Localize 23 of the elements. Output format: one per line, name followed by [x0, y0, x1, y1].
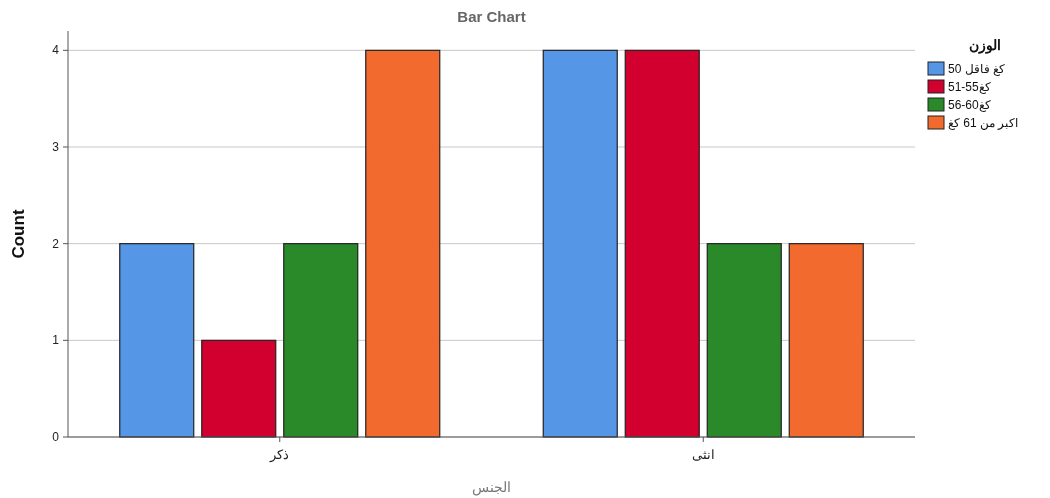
bar	[283, 243, 359, 438]
y-axis-title: Count	[9, 209, 28, 259]
bar	[788, 243, 864, 438]
x-tick-label: ذكر	[269, 447, 290, 463]
y-tick-label: 0	[52, 430, 60, 444]
bar	[365, 49, 441, 438]
x-axis-title: الجنس	[472, 479, 511, 496]
bar	[119, 243, 195, 438]
bar	[542, 49, 618, 438]
chart-title: Bar Chart	[457, 8, 526, 25]
y-tick-label: 1	[52, 333, 60, 348]
bar	[201, 339, 277, 438]
y-tick-label: 2	[52, 236, 60, 251]
legend-label: 51-55كغ	[948, 80, 991, 94]
y-tick-label: 3	[52, 140, 60, 154]
legend-label: اكبر من 61 كغ	[948, 116, 1019, 130]
legend-label: 56-60كغ	[948, 98, 991, 112]
x-tick-label: انثى	[691, 447, 715, 462]
bar	[706, 243, 782, 438]
legend-title: الوزن	[969, 37, 1001, 54]
bar	[624, 49, 700, 438]
y-tick-label: 4	[52, 43, 60, 58]
legend-label: 50 كغ فاقل	[948, 62, 1006, 76]
